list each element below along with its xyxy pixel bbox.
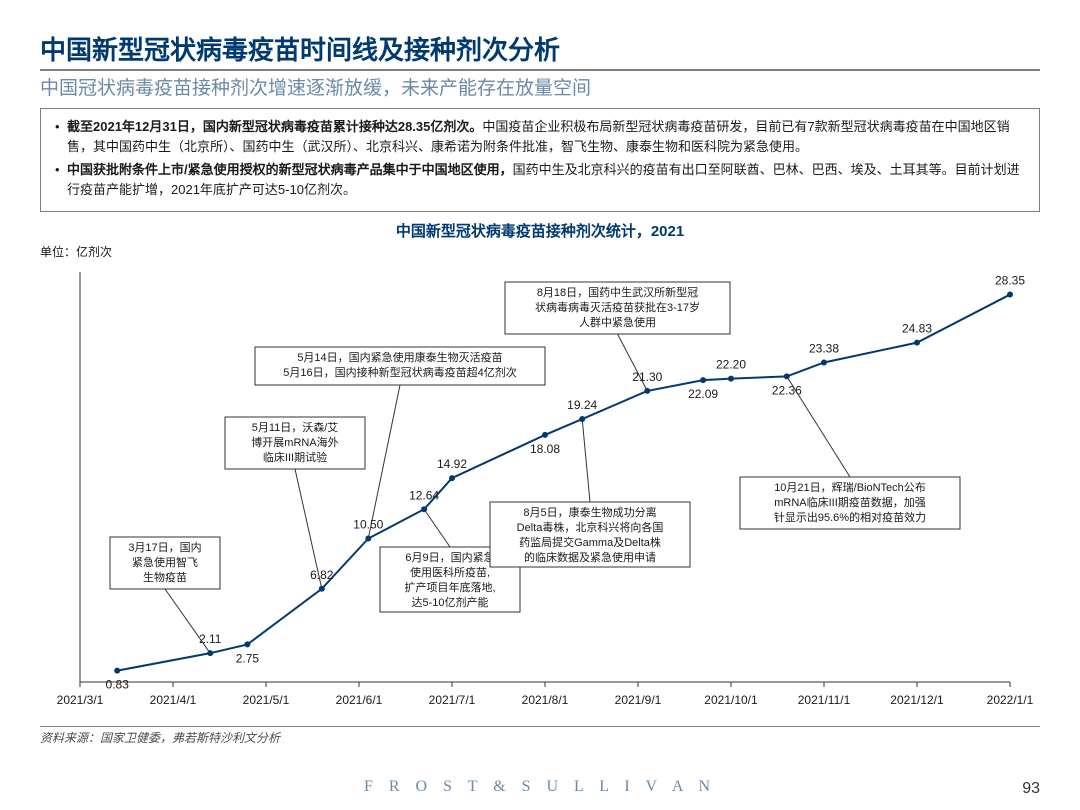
svg-text:5月11日，沃森/艾: 5月11日，沃森/艾	[252, 420, 339, 434]
title-sub: 中国冠状病毒疫苗接种剂次增速逐渐放缓，未来产能存在放量空间	[40, 73, 1040, 100]
svg-text:14.92: 14.92	[437, 457, 467, 471]
svg-text:2.75: 2.75	[236, 651, 260, 665]
svg-text:生物疫苗: 生物疫苗	[143, 570, 187, 584]
svg-text:针显示出95.6%的相对疫苗效力: 针显示出95.6%的相对疫苗效力	[774, 510, 926, 524]
svg-text:mRNA临床III期疫苗数据，加强: mRNA临床III期疫苗数据，加强	[774, 495, 926, 509]
svg-text:22.36: 22.36	[772, 383, 802, 397]
svg-text:18.08: 18.08	[530, 442, 560, 456]
svg-text:2021/11/1: 2021/11/1	[798, 693, 851, 707]
source-line: 资料来源：国家卫健委，弗若斯特沙利文分析	[40, 726, 1040, 746]
svg-text:人群中紧急使用: 人群中紧急使用	[579, 315, 656, 329]
chart-unit: 单位：亿剂次	[40, 243, 1040, 260]
svg-text:5月14日，国内紧急使用康泰生物灭活疫苗: 5月14日，国内紧急使用康泰生物灭活疫苗	[297, 350, 502, 364]
svg-text:8月5日，康泰生物成功分离: 8月5日，康泰生物成功分离	[523, 505, 656, 519]
svg-text:2021/8/1: 2021/8/1	[522, 693, 569, 707]
svg-text:22.09: 22.09	[688, 387, 718, 401]
svg-text:28.35: 28.35	[995, 274, 1025, 288]
svg-text:扩产项目年底落地,: 扩产项目年底落地,	[404, 580, 495, 594]
svg-text:Delta毒株，北京科兴将向各国: Delta毒株，北京科兴将向各国	[517, 520, 664, 534]
svg-text:紧急使用智飞: 紧急使用智飞	[132, 555, 198, 569]
svg-text:2021/4/1: 2021/4/1	[150, 693, 197, 707]
svg-text:5月16日，国内接种新型冠状病毒疫苗超4亿剂次: 5月16日，国内接种新型冠状病毒疫苗超4亿剂次	[283, 365, 516, 379]
slide: 中国新型冠状病毒疫苗时间线及接种剂次分析 中国冠状病毒疫苗接种剂次增速逐渐放缓，…	[0, 0, 1080, 810]
svg-text:的临床数据及紧急使用申请: 的临床数据及紧急使用申请	[524, 550, 656, 564]
title-main: 中国新型冠状病毒疫苗时间线及接种剂次分析	[40, 30, 1040, 71]
svg-text:2021/6/1: 2021/6/1	[336, 693, 383, 707]
svg-text:2021/5/1: 2021/5/1	[243, 693, 290, 707]
svg-text:8月18日，国药中生武汉所新型冠: 8月18日，国药中生武汉所新型冠	[537, 285, 698, 299]
svg-text:2021/10/1: 2021/10/1	[704, 693, 758, 707]
svg-text:2022/1/1: 2022/1/1	[987, 693, 1034, 707]
bullet-1: 截至2021年12月31日，国内新型冠状病毒疫苗累计接种达28.35亿剂次。中国…	[53, 117, 1027, 156]
bullet-box: 截至2021年12月31日，国内新型冠状病毒疫苗累计接种达28.35亿剂次。中国…	[40, 108, 1040, 212]
svg-text:22.20: 22.20	[716, 358, 746, 372]
svg-text:临床III期试验: 临床III期试验	[263, 450, 327, 464]
svg-text:使用医科所疫苗,: 使用医科所疫苗,	[410, 565, 490, 579]
svg-text:2021/7/1: 2021/7/1	[429, 693, 476, 707]
svg-text:2021/12/1: 2021/12/1	[890, 693, 944, 707]
page-number: 93	[1022, 780, 1040, 798]
svg-text:达5-10亿剂产能: 达5-10亿剂产能	[411, 595, 488, 609]
svg-text:博开展mRNA海外: 博开展mRNA海外	[251, 435, 338, 449]
chart-svg: 2021/3/1 2021/4/1 2021/5/1 2021/6/1 2021/7/1…	[40, 262, 1040, 722]
svg-text:0.83: 0.83	[106, 678, 130, 692]
svg-text:3月17日，国内: 3月17日，国内	[128, 540, 201, 554]
bullet-2: 中国获批附条件上市/紧急使用授权的新型冠状病毒产品集中于中国地区使用，国药中生及…	[53, 160, 1027, 199]
svg-text:状病毒病毒灭活疫苗获批在3-17岁: 状病毒病毒灭活疫苗获批在3-17岁	[535, 300, 700, 314]
chart: 2021/3/1 2021/4/1 2021/5/1 2021/6/1 2021/7/1…	[40, 262, 1040, 722]
chart-title: 中国新型冠状病毒疫苗接种剂次统计，2021	[40, 220, 1040, 241]
svg-text:药监局提交Gamma及Delta株: 药监局提交Gamma及Delta株	[519, 535, 661, 549]
svg-text:10.50: 10.50	[353, 518, 383, 532]
svg-text:6月9日，国内紧急: 6月9日，国内紧急	[405, 550, 494, 564]
svg-text:24.83: 24.83	[902, 322, 932, 336]
svg-text:2021/3/1: 2021/3/1	[57, 693, 104, 707]
svg-text:2021/9/1: 2021/9/1	[615, 693, 662, 707]
svg-text:10月21日，辉瑞/BioNTech公布: 10月21日，辉瑞/BioNTech公布	[774, 480, 926, 494]
svg-text:2.11: 2.11	[199, 632, 222, 646]
footer-brand: F R O S T & S U L L I V A N	[0, 778, 1080, 796]
svg-text:19.24: 19.24	[567, 398, 597, 412]
svg-text:12.64: 12.64	[409, 488, 439, 502]
svg-text:23.38: 23.38	[809, 341, 839, 355]
svg-text:6.82: 6.82	[310, 568, 334, 582]
